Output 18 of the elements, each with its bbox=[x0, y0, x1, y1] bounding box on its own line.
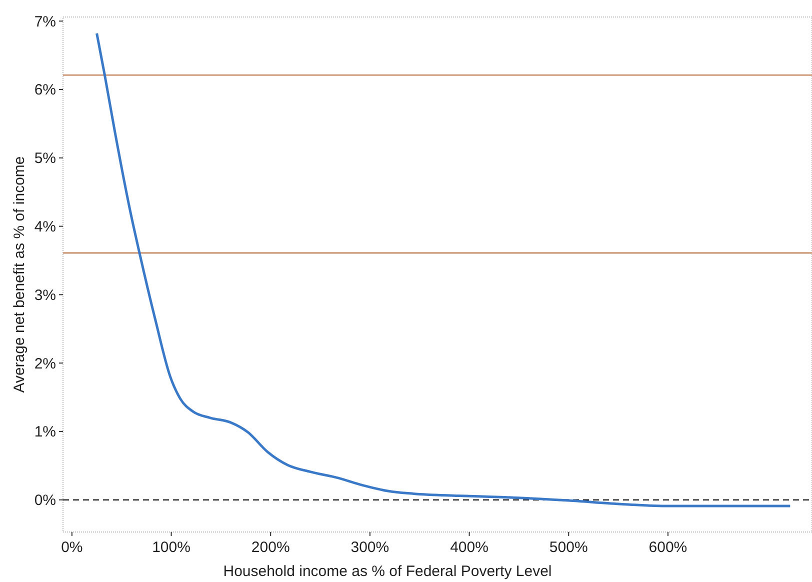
y-tick-label: 4% bbox=[34, 218, 56, 236]
y-tick-label: 7% bbox=[34, 13, 56, 30]
y-tick-label: 2% bbox=[34, 355, 56, 372]
y-tick-label: 1% bbox=[34, 424, 56, 441]
x-axis-title: Household income as % of Federal Poverty Level bbox=[223, 563, 552, 580]
x-tick-label: 600% bbox=[648, 539, 688, 556]
x-tick-label: 400% bbox=[450, 539, 488, 556]
x-tick-label: 300% bbox=[350, 539, 390, 556]
y-tick-label: 3% bbox=[34, 286, 56, 304]
line-series bbox=[96, 32, 792, 508]
y-tick-label: 6% bbox=[34, 82, 56, 99]
x-tick-label: 500% bbox=[549, 539, 588, 556]
y-axis-title: Average net benefit as % of income bbox=[11, 156, 28, 393]
x-tick-label: 0% bbox=[61, 539, 83, 556]
y-tick-label: 0% bbox=[34, 492, 56, 510]
y-tick-label: 5% bbox=[34, 150, 56, 168]
x-tick-label: 200% bbox=[251, 539, 290, 556]
x-tick-label: 100% bbox=[152, 539, 190, 556]
